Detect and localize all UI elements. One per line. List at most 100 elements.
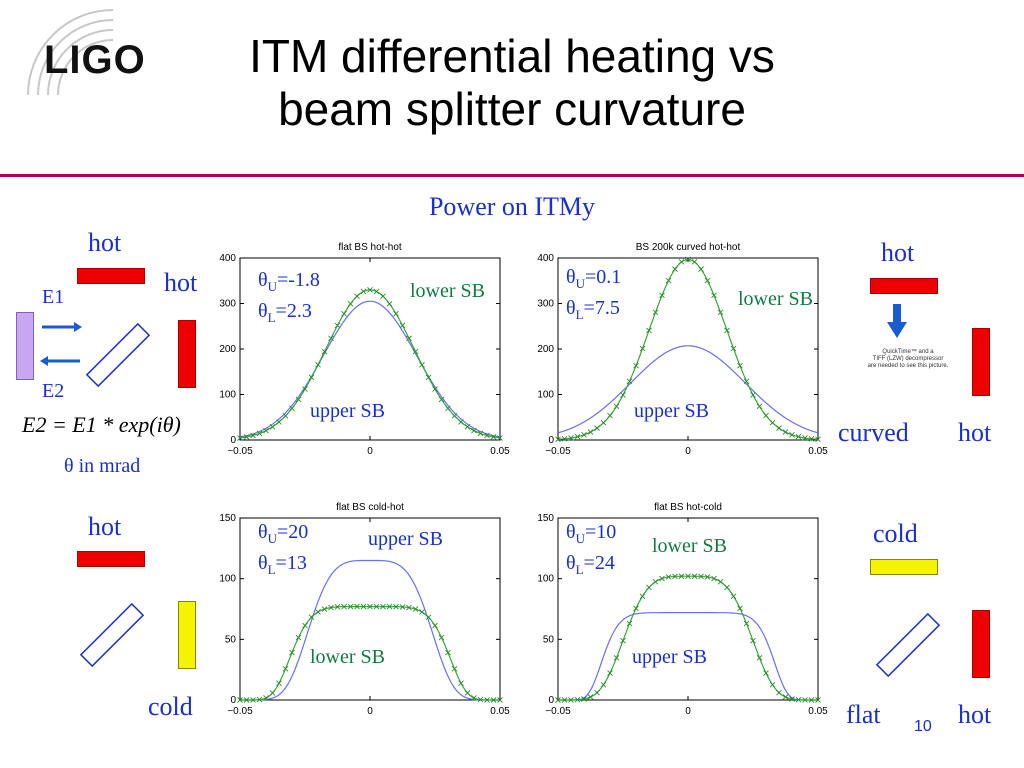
data-point-marker [672, 573, 678, 580]
data-point-marker [568, 697, 574, 703]
chart3-theta-labels: θU=10 θL=24 [566, 520, 616, 582]
data-point-marker [763, 412, 769, 419]
data-point-marker [380, 293, 386, 300]
right-hot-label-mid: hot [958, 418, 992, 447]
series-line-upper-sb [557, 345, 819, 434]
data-point-marker [341, 310, 347, 317]
data-point-marker [354, 293, 360, 300]
x-tick-label: 0.05 [808, 446, 828, 457]
data-point-marker [425, 614, 432, 621]
data-point-marker [561, 435, 568, 442]
chart2-upper-sb-label: upper SB [368, 528, 443, 550]
data-point-marker [445, 649, 451, 656]
series-line-upper-sb [240, 559, 500, 701]
data-point-marker [555, 436, 561, 443]
data-point-marker [594, 425, 600, 431]
heat-arrow-down-icon [887, 304, 907, 338]
data-point-marker [665, 574, 672, 580]
data-point-marker [380, 603, 386, 610]
data-point-marker [412, 606, 419, 612]
data-point-marker [678, 259, 685, 265]
itm-cold-bar-left [178, 601, 196, 669]
chart-title: flat BS hot-hot [338, 242, 402, 253]
chart1-theta-labels: θU=0.1 θL=7.5 [566, 265, 621, 327]
quicktime-line-2: TIFF (LZW) decompressor [872, 356, 944, 362]
chart1-upper-sb-label: upper SB [634, 400, 709, 422]
data-point-marker [302, 386, 308, 392]
data-point-marker [769, 419, 776, 426]
data-point-marker [782, 694, 789, 700]
y-tick-label: 0 [230, 695, 236, 706]
chart0-theta-labels: θU=-1.8 θL=2.3 [258, 268, 320, 330]
data-point-marker [393, 310, 399, 317]
data-point-marker [302, 622, 308, 629]
chart1-theta-u: θU=0.1 [566, 266, 622, 291]
data-point-marker [373, 603, 380, 610]
data-point-marker [594, 689, 600, 696]
x-tick-label: 0 [685, 706, 691, 717]
data-point-marker [698, 573, 704, 580]
chart2-theta-l: θL=13 [258, 552, 307, 577]
data-point-marker [574, 433, 581, 440]
data-point-marker [646, 584, 652, 591]
itm-hot-bar-top [77, 268, 145, 284]
data-point-marker [289, 649, 295, 656]
chart-title: flat BS hot-cold [654, 502, 722, 513]
data-point-marker [432, 386, 438, 392]
data-point-marker [458, 680, 464, 686]
data-point-marker [250, 697, 256, 703]
left-hot-label-top: hot [88, 228, 122, 257]
data-point-marker [776, 425, 782, 431]
data-point-marker [626, 620, 633, 627]
data-point-marker [698, 266, 704, 272]
data-point-marker [308, 374, 315, 381]
data-point-marker [484, 697, 490, 703]
data-point-marker [776, 689, 782, 696]
x-tick-label: 0.05 [808, 706, 828, 717]
data-point-marker [607, 670, 613, 676]
data-point-marker [568, 435, 574, 441]
data-point-marker [659, 292, 665, 299]
data-point-marker [743, 620, 750, 627]
data-point-marker [451, 666, 458, 672]
data-point-marker [328, 604, 334, 611]
y-tick-label: 100 [537, 390, 554, 401]
chart0-lower-sb-label: lower SB [410, 280, 485, 302]
data-point-marker [471, 427, 477, 434]
y-tick-label: 0 [548, 695, 554, 706]
data-point-marker [750, 392, 756, 398]
data-point-marker [269, 424, 276, 430]
data-point-marker [620, 637, 626, 644]
data-point-marker [490, 697, 497, 703]
data-point-marker [639, 593, 646, 600]
data-point-marker [263, 427, 269, 434]
right-hot-label-bottom: hot [958, 700, 992, 729]
data-point-marker [756, 654, 763, 661]
data-point-marker [555, 697, 561, 703]
data-point-marker [561, 697, 568, 703]
data-point-marker [665, 277, 672, 284]
title-line-1: ITM differential heating vs [249, 30, 775, 82]
data-point-marker [308, 614, 315, 621]
y-tick-label: 100 [537, 574, 554, 585]
data-point-marker [399, 322, 406, 329]
data-point-marker [711, 575, 717, 582]
data-point-marker [354, 603, 360, 610]
left-cold-label: cold [148, 692, 193, 721]
y-tick-label: 400 [537, 253, 554, 264]
plot-area [239, 257, 501, 441]
data-point-marker [646, 327, 652, 334]
data-point-marker [386, 603, 393, 610]
chart0-upper-sb-label: upper SB [310, 400, 385, 422]
data-point-marker [347, 603, 354, 610]
data-point-marker [763, 670, 769, 676]
chart3-upper-sb-label: upper SB [632, 646, 707, 668]
data-point-marker [639, 345, 646, 352]
itm-hot-bar-right-side [972, 328, 990, 396]
chart3-lower-sb-label: lower SB [652, 535, 727, 557]
left-hot-label-side: hot [164, 268, 198, 297]
data-point-marker [717, 309, 724, 316]
page-number: 10 [914, 718, 932, 735]
data-point-marker [737, 605, 743, 612]
data-point-marker [445, 405, 451, 412]
